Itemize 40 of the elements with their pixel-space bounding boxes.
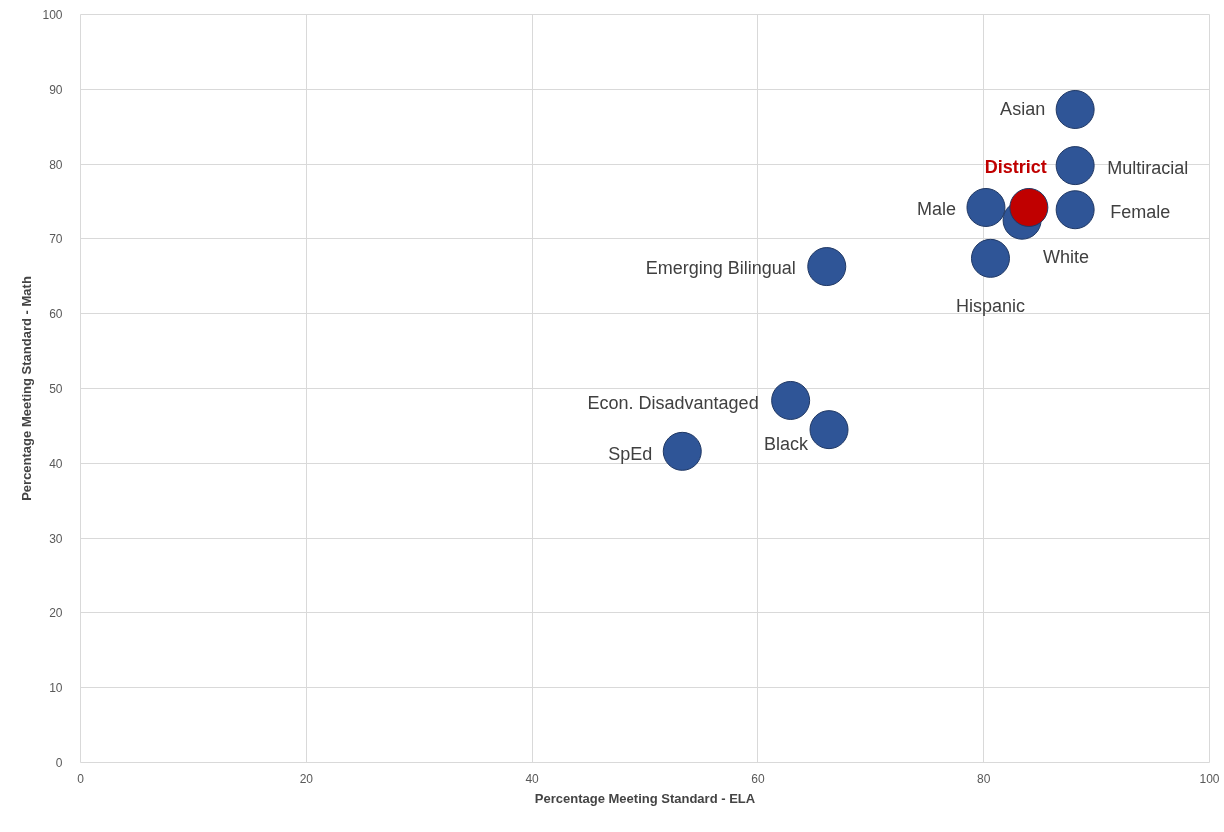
y-tick-label: 70 (49, 232, 63, 247)
annotation: Female (1110, 201, 1171, 222)
point (966, 188, 1006, 227)
x-tick-label: 0 (77, 771, 85, 786)
annotation: White (1043, 247, 1090, 268)
x-tick-label: 40 (525, 771, 540, 786)
point (807, 247, 847, 287)
point (809, 410, 849, 450)
point (1055, 190, 1095, 230)
annotation: Male (916, 199, 956, 220)
y-tick-label: 10 (49, 681, 63, 696)
x-axis-title: Percentage Meeting Standard - ELA (534, 790, 756, 806)
point (771, 381, 811, 420)
point (1009, 188, 1049, 227)
x-tick-label: 100 (1199, 771, 1220, 786)
annotation: Multiracial (1107, 157, 1189, 178)
x-tick-label: 20 (299, 771, 314, 786)
y-tick-label: 100 (42, 8, 63, 22)
x-tick-label: 80 (977, 771, 991, 786)
annotation: Black (764, 433, 810, 454)
annotation: SpEd (608, 444, 653, 465)
y-tick-label: 20 (49, 606, 63, 621)
y-tick-label: 40 (49, 456, 63, 471)
point (1055, 90, 1095, 129)
x-tick-label: 60 (751, 771, 765, 786)
annotation: Hispanic (955, 296, 1025, 317)
y-tick-label: 80 (49, 157, 63, 172)
annotation: Econ. Disadvantaged (587, 393, 759, 414)
y-tick-label: 0 (55, 756, 63, 770)
y-tick-label: 50 (49, 382, 63, 396)
y-tick-label: 60 (49, 307, 63, 322)
series-label: District (984, 157, 1047, 178)
point (662, 431, 702, 471)
annotation: Emerging Bilingual (645, 257, 796, 278)
point (1055, 146, 1095, 186)
y-tick-label: 30 (49, 531, 63, 546)
y-axis-title: Percentage Meeting Standard - Math (19, 276, 35, 501)
point (970, 238, 1010, 278)
y-tick-label: 90 (49, 82, 63, 97)
annotation: Asian (1000, 99, 1046, 120)
